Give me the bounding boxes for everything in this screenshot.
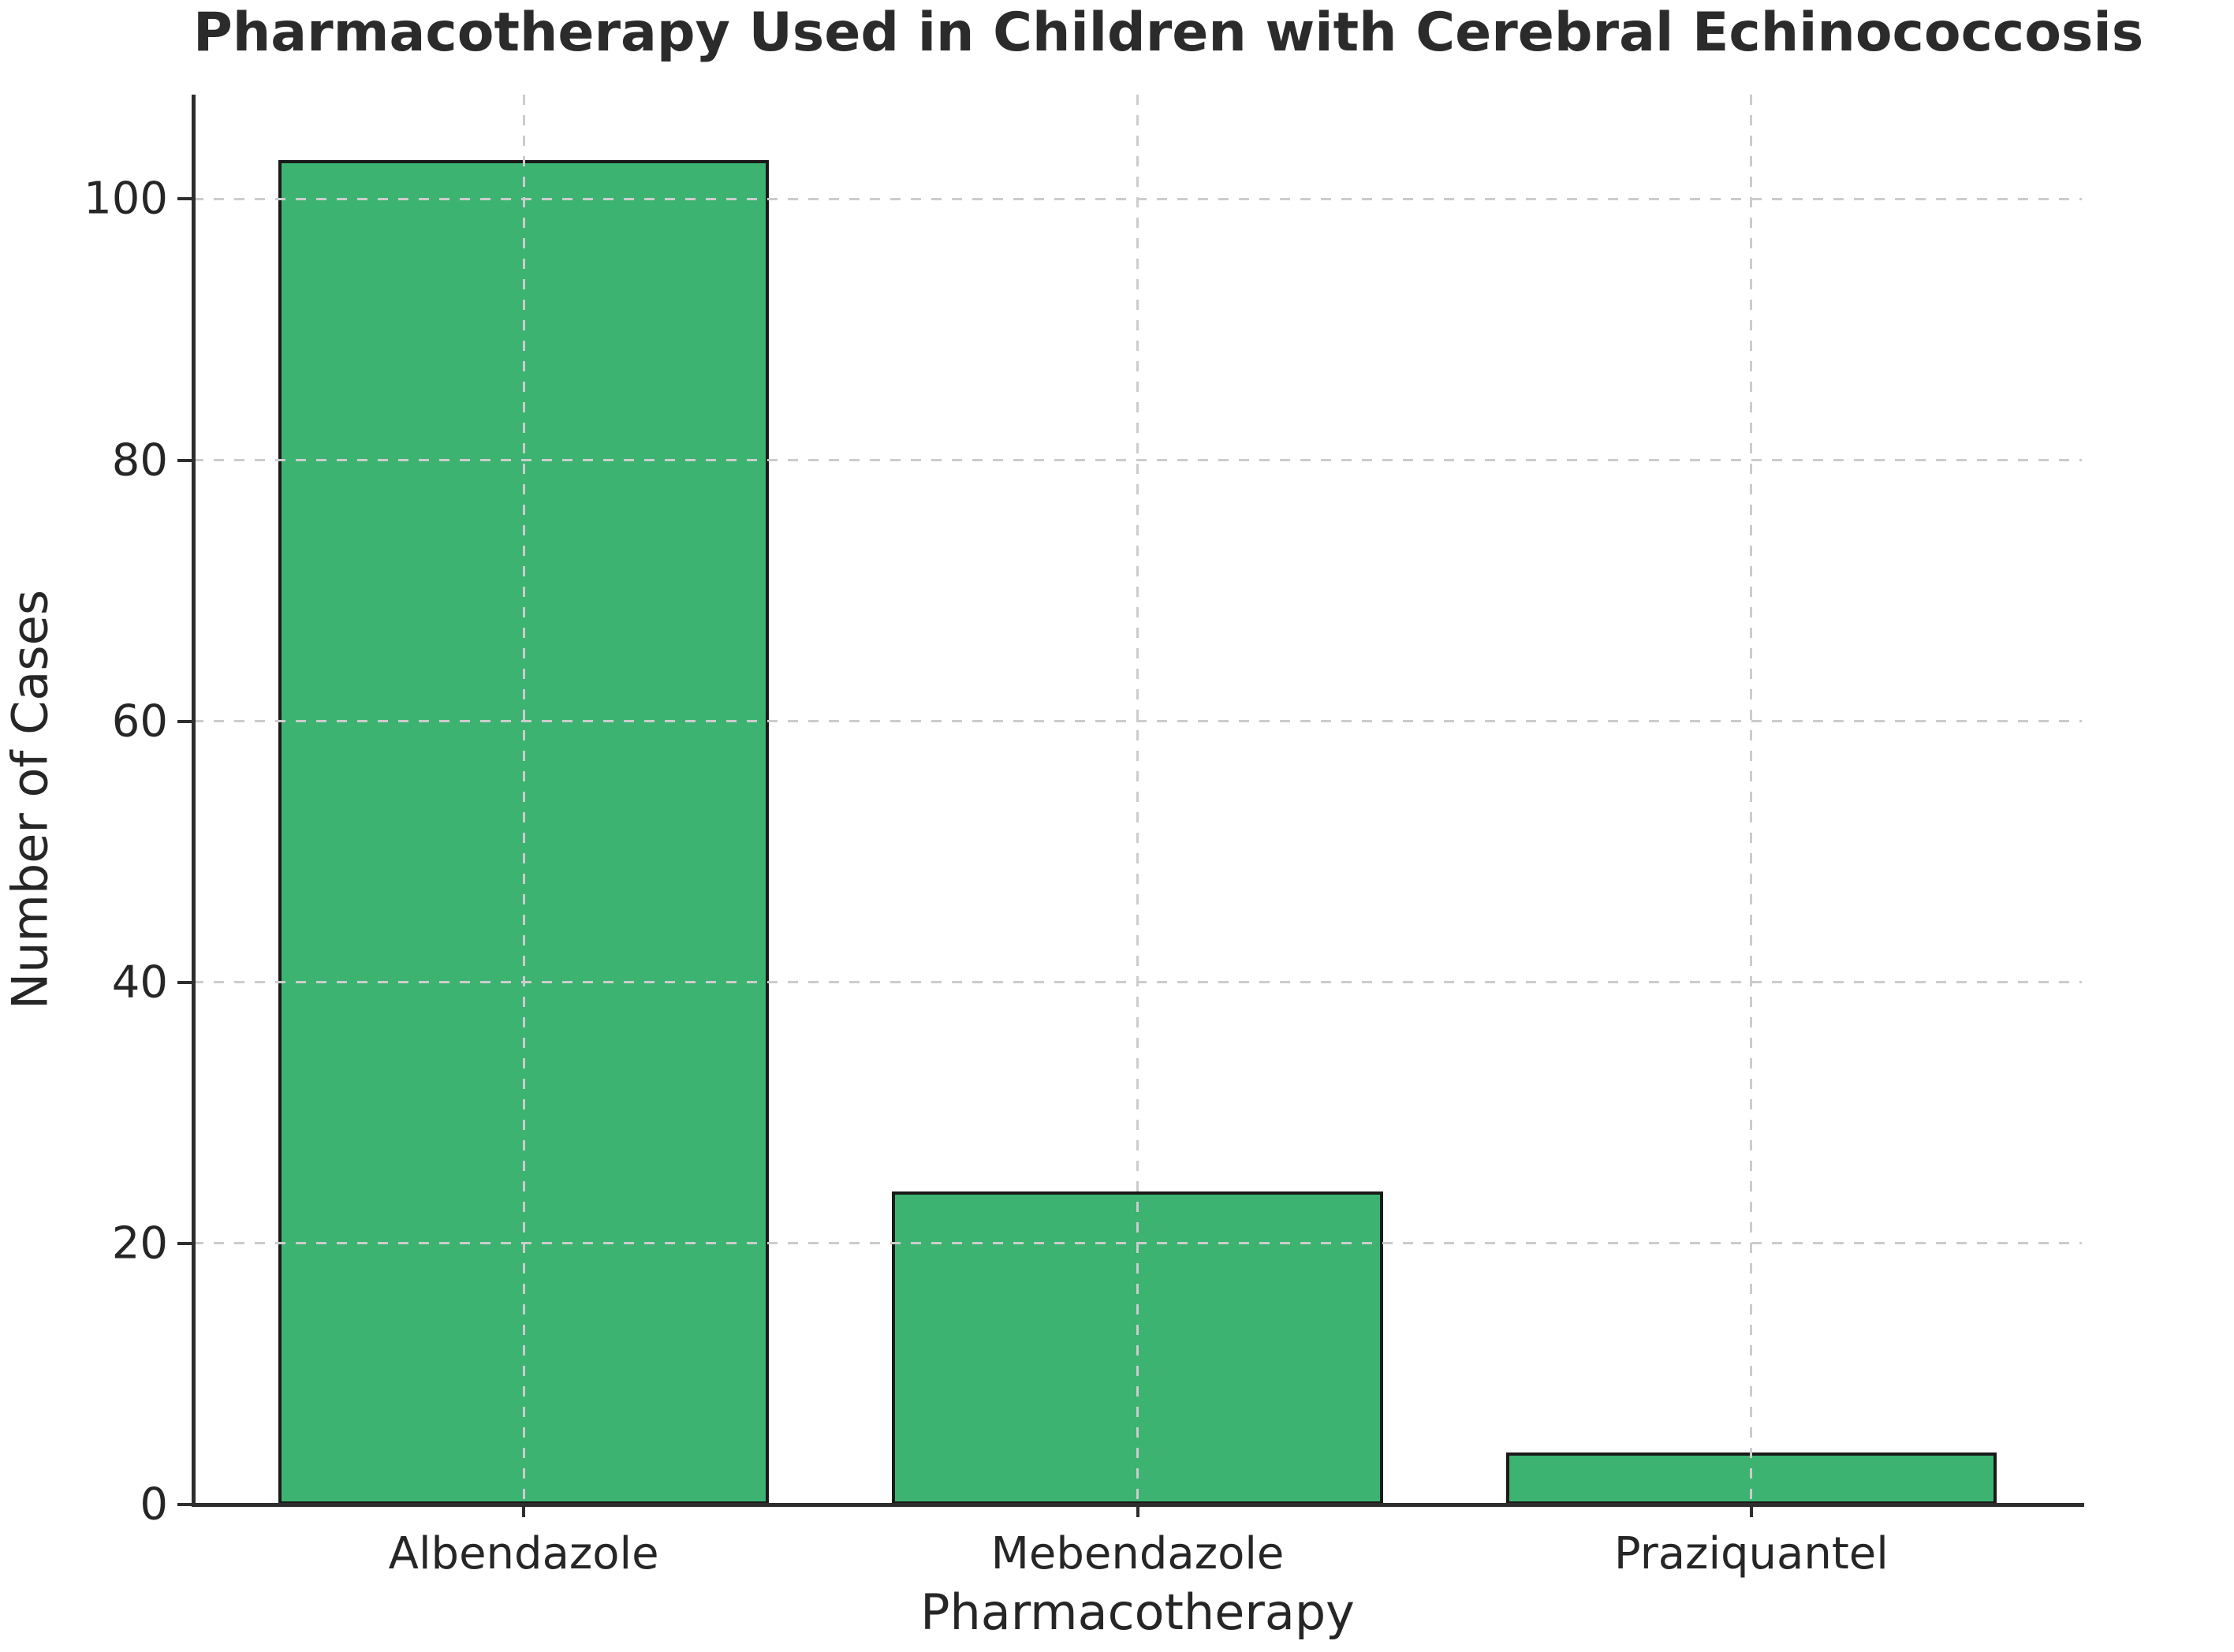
y-tick-label-40: 40	[111, 957, 168, 1009]
y-tick-mark-80	[177, 458, 193, 462]
v-gridline-praziquantel	[1750, 95, 1753, 1505]
y-tick-label-60: 60	[111, 695, 168, 748]
x-tick-label-mebendazole: Mebendazole	[990, 1528, 1285, 1579]
y-tick-label-20: 20	[111, 1218, 168, 1270]
y-tick-mark-40	[177, 980, 193, 984]
v-gridline-albendazole	[522, 95, 525, 1505]
v-gridline-mebendazole	[1136, 95, 1139, 1505]
y-tick-mark-20	[177, 1241, 193, 1245]
chart-title: Pharmacotherapy Used in Children with Ce…	[193, 2, 2144, 64]
x-tick-mark-praziquantel	[1749, 1505, 1753, 1517]
y-axis-label: Number of Cases	[1, 589, 59, 1010]
y-tick-label-100: 100	[84, 173, 168, 225]
x-tick-mark-mebendazole	[1136, 1505, 1139, 1517]
y-tick-mark-0	[177, 1503, 193, 1506]
y-tick-mark-60	[177, 719, 193, 723]
left-spine	[192, 95, 196, 1507]
x-axis-label: Pharmacotherapy	[920, 1583, 1355, 1641]
x-tick-label-praziquantel: Praziquantel	[1613, 1528, 1889, 1579]
y-tick-label-80: 80	[111, 434, 168, 487]
y-tick-label-0: 0	[140, 1479, 168, 1531]
y-tick-mark-100	[177, 197, 193, 201]
plot-area	[193, 95, 2082, 1505]
x-tick-mark-albendazole	[522, 1505, 526, 1517]
x-tick-label-albendazole: Albendazole	[388, 1528, 659, 1579]
